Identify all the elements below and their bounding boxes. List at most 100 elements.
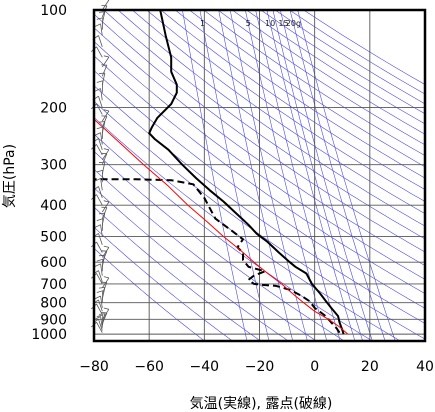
wind-barb (98, 299, 103, 312)
wind-barb-flag (94, 295, 101, 300)
dry-adiabat-line (189, 10, 425, 168)
y-tick-label: 800 (40, 296, 67, 312)
wind-barb (101, 247, 110, 258)
x-tick-labels: −80 −60 −40 −20 0 20 40 (79, 359, 434, 375)
wind-barb-flag (96, 290, 103, 293)
y-axis-title: 気圧(hPa) (2, 144, 18, 208)
wind-barb-flag (98, 212, 105, 215)
dry-adiabat-line (94, 116, 401, 341)
wind-barb-flag (96, 258, 103, 262)
x-tick-label: 20 (361, 359, 379, 375)
wind-barb-flag (103, 148, 109, 151)
dry-adiabat-line (94, 41, 425, 280)
wind-barb (98, 96, 103, 108)
dry-adiabat-line (94, 206, 261, 341)
wind-barb (101, 17, 104, 30)
x-tick-label: 40 (416, 359, 434, 375)
wind-barb-flag (94, 178, 101, 182)
wind-barb (96, 194, 103, 206)
wind-barbs (91, 0, 110, 333)
wind-barb (101, 116, 108, 128)
wind-barb (100, 178, 103, 191)
mixing-ratio-line (266, 10, 356, 341)
dry-adiabat-line (103, 10, 425, 240)
wind-barb (101, 110, 110, 122)
dry-adiabat-line (217, 10, 425, 146)
wind-barb-flag (98, 11, 105, 13)
y-tick-label: 200 (40, 101, 67, 117)
wind-barb (101, 56, 110, 68)
wind-barb-flag (103, 55, 109, 58)
y-tick-label: 500 (40, 230, 67, 246)
dry-adiabat-line (117, 10, 425, 227)
dry-adiabat-line (94, 226, 233, 341)
wind-barb-flag (103, 200, 109, 203)
wind-barb-flag (103, 276, 109, 279)
wind-barb-flag (96, 80, 103, 83)
wind-barb-flag (96, 314, 103, 318)
mixing-ratio-line (218, 10, 293, 341)
wind-barb-flag (96, 17, 103, 20)
mixing-ratio-label: 15 (278, 19, 288, 28)
wind-barb (98, 186, 103, 199)
mixing-ratio-line (182, 10, 248, 341)
mixing-ratio-lines (182, 10, 396, 341)
wind-barb (98, 35, 103, 48)
wind-barb (101, 312, 108, 325)
wind-barb (98, 138, 103, 150)
wind-barb (100, 88, 103, 101)
mixing-ratio-label: 10 (265, 19, 275, 28)
wind-barb (100, 224, 103, 237)
wind-barb (96, 273, 103, 285)
mixing-ratio-line (199, 10, 270, 341)
mixing-ratio-label: 20g (286, 19, 301, 28)
wind-barb (101, 213, 106, 225)
mixing-ratio-line (289, 10, 386, 341)
plot-frame (92, 8, 427, 343)
wind-barb-flag (98, 161, 105, 164)
wind-barb (101, 277, 110, 289)
y-tick-label: 700 (40, 277, 67, 293)
wind-barb-flag (103, 307, 109, 310)
wind-barb (96, 322, 103, 333)
x-tick-label: −20 (245, 359, 275, 375)
wind-barb-flag (94, 263, 101, 267)
y-tick-label: 400 (40, 198, 67, 214)
x-tick-label: −80 (79, 359, 109, 375)
wind-barb (98, 270, 103, 283)
wind-barb (96, 241, 103, 253)
wind-barb (101, 64, 108, 77)
wind-barb (101, 309, 110, 320)
wind-barb (101, 282, 108, 294)
dry-adiabat-line (160, 10, 425, 190)
wind-barb (100, 295, 103, 308)
dry-adiabat-line (94, 187, 289, 341)
wind-barb (101, 207, 108, 219)
wind-barb (101, 149, 110, 161)
dry-adiabat-line (94, 27, 425, 266)
wind-barb-flag (96, 218, 103, 221)
wind-barb (101, 161, 106, 174)
wind-barb (101, 11, 106, 24)
wind-barb-flag (103, 245, 109, 248)
dry-adiabat-line (132, 10, 425, 214)
mixing-ratio-label: 5 (246, 19, 251, 28)
wind-barb (101, 201, 110, 213)
mixing-ratio-line (245, 10, 328, 341)
profile-series (94, 10, 349, 335)
wind-barb (100, 132, 103, 145)
dry-adiabat-line (203, 10, 425, 156)
y-tick-label: 300 (40, 158, 67, 174)
mixing-ratio-label: 1 (200, 19, 205, 28)
wind-barb (101, 72, 106, 85)
wind-barb (98, 319, 103, 331)
wind-barb (100, 23, 103, 36)
wind-barb-flag (94, 132, 101, 136)
plot-area (94, 10, 425, 341)
dry-adiabat-line (94, 150, 345, 341)
mixing-ratio-line (297, 10, 396, 341)
temperature-profile-line (148, 10, 345, 335)
